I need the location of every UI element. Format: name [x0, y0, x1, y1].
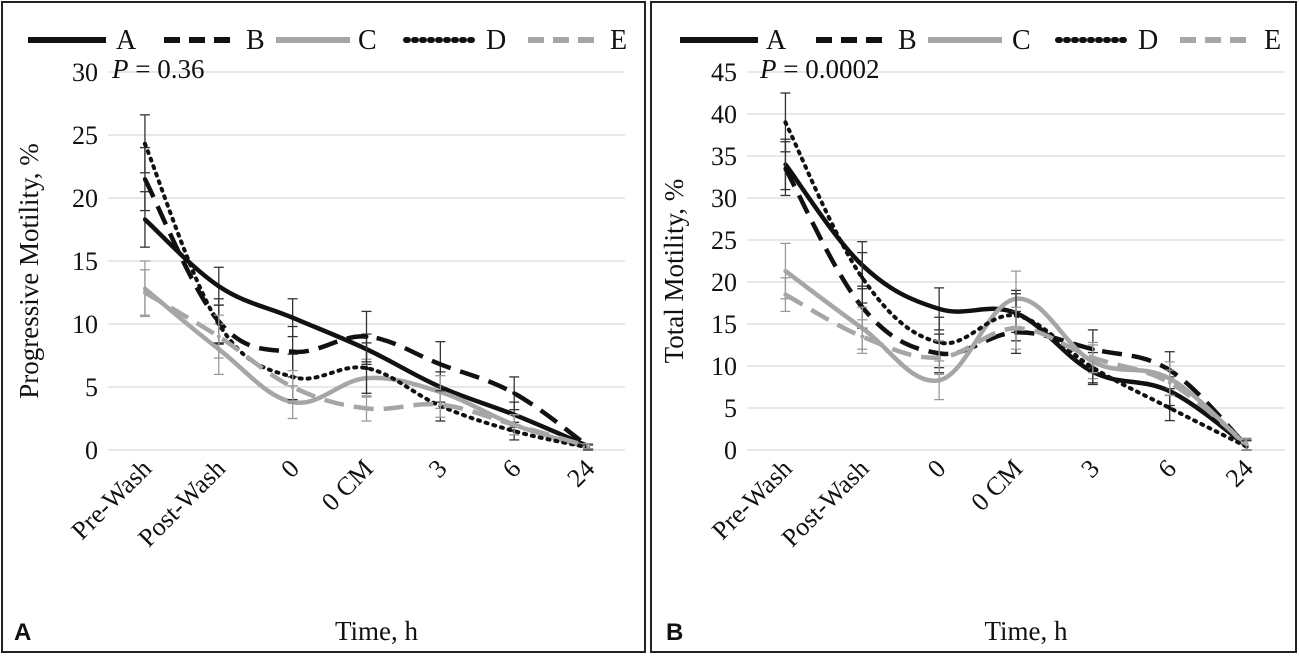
data-point-d [142, 141, 147, 146]
y-tick-label: 10 [72, 310, 98, 339]
legend-label-c: C [358, 25, 377, 56]
y-tick-label: 5 [724, 394, 737, 423]
data-point-e [783, 292, 788, 297]
x-axis-title: Time, h [984, 616, 1068, 646]
legend-label-d: D [1138, 25, 1158, 56]
y-tick-label: 10 [711, 352, 737, 381]
p-value-annotation: P = 0.36 [111, 54, 204, 84]
data-point-b [438, 362, 443, 367]
data-point-b [142, 177, 147, 182]
data-point-e [1090, 355, 1095, 360]
legend-label-c: C [1012, 25, 1031, 56]
series-line-b [142, 178, 590, 449]
panel-letter: A [14, 619, 31, 646]
y-tick-label: 30 [72, 58, 98, 87]
data-point-e [512, 422, 517, 427]
y-axis-title: Progressive Motility, % [14, 143, 44, 399]
y-tick-label: 40 [711, 100, 737, 129]
y-tick-label: 35 [711, 142, 737, 171]
legend-label-e: E [1264, 25, 1281, 56]
data-point-a [216, 284, 221, 289]
y-tick-label: 15 [72, 247, 98, 276]
data-point-e [1014, 326, 1018, 331]
legend-label-b: B [246, 25, 265, 56]
p-value-annotation: P = 0.0002 [759, 54, 879, 84]
panel-border [1, 1, 646, 653]
p-value-text: = 0.36 [129, 54, 205, 84]
data-point-d [860, 275, 865, 280]
data-point-b [364, 334, 369, 339]
y-axis-title: Total Motility, % [659, 179, 689, 364]
y-tick-label: 0 [724, 436, 737, 465]
data-point-c [937, 378, 942, 383]
data-point-d [364, 366, 369, 371]
data-point-b [290, 349, 295, 354]
y-tick-label: 5 [85, 373, 98, 402]
p-value-symbol: P [111, 54, 129, 84]
data-point-e [290, 385, 295, 389]
y-tick-label: 30 [711, 184, 737, 213]
data-point-e [860, 334, 865, 339]
data-point-b [783, 166, 788, 171]
y-tick-label: 25 [72, 121, 98, 150]
y-tick-label: 20 [711, 268, 737, 297]
data-point-b [512, 391, 517, 396]
data-point-e [1244, 442, 1249, 447]
data-point-d [783, 120, 788, 125]
legend-label-a: A [766, 25, 787, 56]
data-point-e [438, 402, 443, 407]
legend-label-a: A [116, 25, 137, 56]
data-point-e [142, 290, 147, 295]
y-tick-label: 20 [72, 184, 98, 213]
p-value-text: = 0.0002 [777, 54, 880, 84]
panel-border [650, 1, 1297, 653]
data-point-e [1167, 380, 1172, 385]
data-point-e [364, 406, 369, 411]
y-tick-label: 0 [85, 436, 98, 465]
data-point-a [937, 306, 942, 311]
legend-label-d: D [486, 25, 506, 56]
data-point-a [142, 217, 147, 222]
data-point-e [216, 334, 221, 339]
y-tick-label: 25 [711, 226, 737, 255]
data-point-d [1167, 406, 1172, 410]
panel-letter: B [666, 619, 683, 646]
data-point-e [937, 355, 942, 360]
y-tick-label: 15 [711, 310, 737, 339]
y-tick-label: 45 [711, 58, 737, 87]
data-point-a [290, 315, 295, 320]
legend-label-e: E [610, 25, 627, 56]
legend-label-b: B [898, 25, 917, 56]
p-value-symbol: P [759, 54, 777, 84]
x-axis-title: Time, h [335, 616, 419, 646]
series-line-d [142, 141, 591, 450]
series-line-d [783, 120, 1249, 449]
data-point-c [783, 269, 788, 274]
data-point-e [586, 444, 591, 449]
